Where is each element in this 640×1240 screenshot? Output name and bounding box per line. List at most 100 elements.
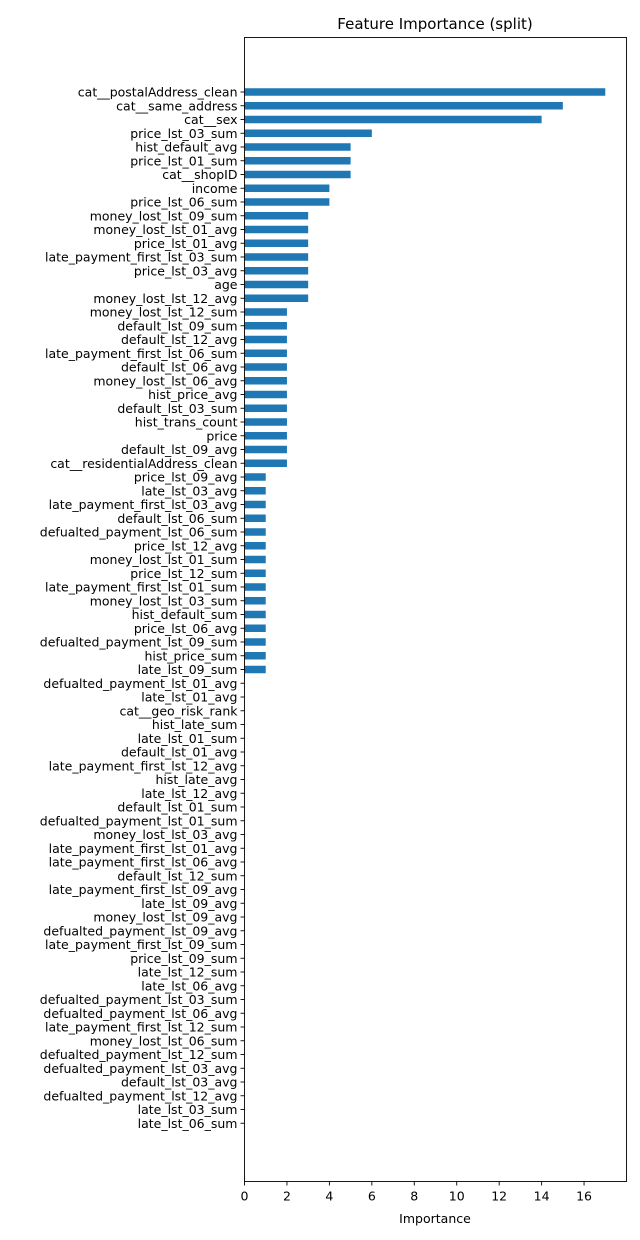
- y-axis-ticks: cat__postalAddress_cleancat__same_addres…: [40, 85, 245, 1131]
- x-tick-label: 6: [368, 1189, 376, 1204]
- y-tick-label: late_lst_03_sum: [138, 1102, 238, 1117]
- y-tick-label: defualted_payment_lst_03_sum: [40, 992, 238, 1007]
- y-tick-label: money_lost_lst_12_sum: [90, 305, 238, 320]
- x-tick-label: 2: [283, 1189, 291, 1204]
- y-tick-label: late_payment_first_lst_12_avg: [49, 758, 238, 773]
- y-tick-label: late_payment_first_lst_03_avg: [49, 497, 238, 512]
- bar-default_lst_09_sum: [244, 322, 287, 330]
- bar-late_payment_first_lst_01_sum: [244, 583, 266, 591]
- y-tick-label: late_lst_01_avg: [141, 690, 237, 705]
- y-tick-label: default_lst_09_sum: [117, 318, 237, 333]
- bar-money_lost_lst_12_avg: [244, 294, 309, 302]
- y-tick-label: late_payment_first_lst_09_avg: [49, 882, 238, 897]
- x-tick-label: 14: [534, 1189, 550, 1204]
- y-tick-label: defualted_payment_lst_03_avg: [43, 1061, 237, 1076]
- bar-default_lst_06_avg: [244, 363, 287, 371]
- y-tick-label: defualted_payment_lst_09_avg: [43, 923, 237, 938]
- y-tick-label: price_lst_09_sum: [130, 951, 237, 966]
- y-tick-label: default_lst_03_avg: [121, 1075, 238, 1090]
- bar-price_lst_09_avg: [244, 473, 266, 481]
- y-tick-label: late_lst_06_avg: [141, 978, 237, 993]
- y-tick-label: late_lst_12_sum: [138, 965, 238, 980]
- bar-default_lst_12_avg: [244, 335, 287, 344]
- y-tick-label: default_lst_06_avg: [121, 360, 238, 375]
- x-tick-label: 12: [491, 1189, 507, 1204]
- bar-price_lst_03_avg: [244, 267, 309, 275]
- y-tick-label: price_lst_03_sum: [130, 126, 237, 141]
- bar-default_lst_06_sum: [244, 514, 266, 522]
- y-tick-label: default_lst_09_avg: [121, 442, 238, 457]
- y-tick-label: price_lst_01_sum: [130, 153, 237, 168]
- y-tick-label: price_lst_01_avg: [134, 236, 238, 251]
- bar-price_lst_06_avg: [244, 624, 266, 632]
- y-tick-label: cat__same_address: [116, 98, 237, 113]
- y-tick-label: price_lst_12_sum: [130, 566, 237, 581]
- y-tick-label: hist_late_avg: [155, 772, 237, 787]
- bar-late_lst_03_avg: [244, 487, 266, 495]
- y-tick-label: price_lst_12_avg: [134, 538, 238, 553]
- y-tick-label: late_payment_first_lst_01_sum: [45, 580, 238, 595]
- y-tick-label: default_lst_12_avg: [121, 332, 238, 347]
- bar-hist_price_sum: [244, 652, 266, 660]
- x-tick-label: 10: [449, 1189, 465, 1204]
- y-tick-label: late_payment_first_lst_03_sum: [45, 250, 238, 265]
- bar-income: [244, 184, 330, 192]
- plot-frame: [244, 37, 627, 1182]
- y-tick-label: defualted_payment_lst_06_avg: [43, 1006, 237, 1021]
- y-tick-label: defualted_payment_lst_12_sum: [40, 1047, 238, 1062]
- y-tick-label: default_lst_03_sum: [117, 401, 237, 416]
- y-tick-label: income: [192, 181, 238, 196]
- bar-money_lost_lst_12_sum: [244, 308, 287, 316]
- bar-age: [244, 280, 309, 289]
- y-tick-label: money_lost_lst_09_sum: [90, 208, 238, 223]
- bar-defualted_payment_lst_06_sum: [244, 528, 266, 536]
- y-tick-label: hist_late_sum: [152, 717, 238, 732]
- y-tick-label: cat__residentialAddress_clean: [50, 456, 237, 471]
- x-tick-label: 0: [241, 1189, 249, 1204]
- bar-price_lst_03_sum: [244, 129, 372, 137]
- bar-hist_trans_count: [244, 418, 287, 426]
- y-tick-label: price_lst_09_avg: [134, 470, 238, 485]
- y-tick-label: late_lst_06_sum: [138, 1116, 238, 1131]
- bar-default_lst_09_avg: [244, 445, 287, 454]
- y-tick-label: defualted_payment_lst_01_avg: [43, 676, 237, 691]
- bar-price: [244, 432, 287, 440]
- y-tick-label: late_lst_09_avg: [141, 896, 237, 911]
- y-tick-label: defualted_payment_lst_12_avg: [43, 1088, 237, 1103]
- y-tick-label: cat__shopID: [162, 167, 237, 182]
- y-tick-label: money_lost_lst_03_sum: [90, 593, 238, 608]
- y-tick-label: default_lst_12_sum: [117, 868, 237, 883]
- y-tick-label: defualted_payment_lst_09_sum: [40, 635, 238, 650]
- x-tick-label: 16: [576, 1189, 592, 1204]
- y-tick-label: late_lst_09_sum: [138, 662, 238, 677]
- y-tick-label: defualted_payment_lst_06_sum: [40, 525, 238, 540]
- y-tick-label: late_payment_first_lst_01_avg: [49, 841, 238, 856]
- y-tick-label: hist_default_avg: [135, 140, 237, 155]
- y-tick-label: money_lost_lst_09_avg: [93, 910, 237, 925]
- y-tick-label: late_payment_first_lst_06_sum: [45, 346, 238, 361]
- y-tick-label: late_payment_first_lst_12_sum: [45, 1020, 238, 1035]
- y-tick-label: late_lst_12_avg: [141, 786, 237, 801]
- bar-price_lst_06_sum: [244, 198, 330, 206]
- x-axis-ticks: 0 2 4 6 8 10 12 14 16: [241, 1181, 592, 1204]
- bar-cat__residentialAddress_clean: [244, 459, 287, 467]
- bar-money_lost_lst_03_sum: [244, 597, 266, 605]
- bar-default_lst_03_sum: [244, 404, 287, 412]
- y-tick-label: price: [206, 428, 237, 443]
- bar-money_lost_lst_01_sum: [244, 555, 266, 564]
- y-tick-label: age: [214, 277, 238, 292]
- x-tick-label: 4: [325, 1189, 333, 1204]
- bar-cat__same_address: [244, 102, 563, 110]
- x-tick-label: 8: [410, 1189, 418, 1204]
- y-tick-label: late_payment_first_lst_09_sum: [45, 937, 238, 952]
- bar-price_lst_01_sum: [244, 157, 351, 165]
- y-tick-label: default_lst_01_sum: [117, 800, 237, 815]
- y-tick-label: hist_price_sum: [144, 648, 237, 663]
- y-tick-label: hist_default_sum: [132, 607, 238, 622]
- bar-late_payment_first_lst_06_sum: [244, 349, 287, 357]
- bar-price_lst_12_avg: [244, 542, 266, 550]
- bar-late_payment_first_lst_03_sum: [244, 253, 309, 261]
- bar-late_lst_09_sum: [244, 665, 266, 674]
